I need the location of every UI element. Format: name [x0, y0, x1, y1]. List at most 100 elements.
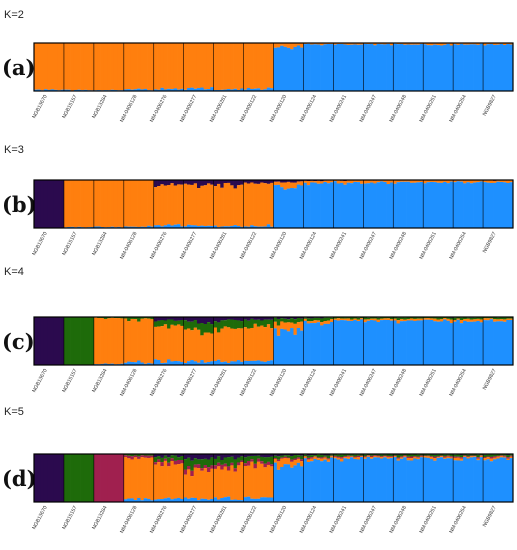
bar-segment-p1-NM-0406128-i4-c1 — [133, 43, 138, 90]
bar-segment-p2-NM-0406122-i9-c1 — [270, 180, 274, 183]
bar-segment-p4-NM-0406128-i5-c2 — [137, 454, 141, 457]
bar-segment-p4-NM-0406120-i4-c2 — [283, 455, 288, 457]
bar-segment-p3-NM-0406281-i8-c1 — [236, 317, 241, 321]
bar-segment-p2-NM-0406128-i1-c2 — [123, 180, 128, 227]
bar-segment-p3-NM-0406254-i2-c4 — [456, 319, 461, 366]
bar-segment-p3-NGB9827-i1-c2 — [483, 317, 487, 319]
bar-segment-p4-NM-0406248-i8-c5 — [416, 459, 421, 503]
bar-segment-p4-NM-0406122-i4-c1 — [253, 454, 258, 456]
bar-segment-p4-NM-0406120-i1-c1 — [273, 454, 278, 456]
bar-segment-p4-NM-0406128-i5-c5 — [137, 497, 141, 503]
bar-segment-p4-NM-0406254-i3-c2 — [459, 454, 464, 458]
bar-segment-p2-NM-0406122-i5-c2 — [256, 183, 261, 227]
bar-segment-p1-NGB15157-i5-c2 — [77, 89, 81, 92]
bar-segment-p3-NM-0406247-i7-c4 — [383, 319, 387, 366]
bar-segment-p3-NGB9827-i7-c3 — [503, 319, 507, 322]
bar-segment-p2-NM-0406281-i8-c2 — [236, 185, 241, 226]
bar-segment-p3-NM-0406277-i2-c2 — [187, 321, 191, 329]
bar-segment-p3-NM-0406251-i3-c4 — [429, 319, 434, 366]
bar-segment-p1-NM-0406281-i3-c1 — [220, 43, 224, 90]
bar-segment-p3-NM-0406248-i9-c3 — [419, 318, 424, 321]
bar-segment-p1-NM-0406247-i5-c2 — [376, 43, 381, 92]
bar-segment-p2-NM-0406251-i4-c2 — [433, 180, 437, 183]
bar-segment-p4-NM-0406128-i4-c4 — [133, 457, 138, 501]
bar-segment-p4-NM-0406276-i7-c2 — [173, 455, 178, 461]
bar-segment-p2-NM-0406281-i3-c1 — [220, 180, 224, 188]
bar-segment-p1-NM-0406276-i4-c1 — [163, 43, 168, 90]
bar-segment-p4-NM-0406247-i3-c5 — [369, 458, 374, 503]
bar-segment-p1-NM-0406251-i8-c2 — [446, 43, 451, 92]
bar-segment-p3-NM-0406120-i4-c4 — [283, 329, 288, 366]
bar-segment-p3-NM-0406122-i9-c3 — [270, 328, 274, 361]
bar-segment-p3-NGB9827-i1-c4 — [483, 320, 487, 366]
bar-segment-p3-NM-0406276-i5-c1 — [167, 317, 171, 320]
bar-segment-p3-NGB15157-i4-c2 — [73, 317, 78, 366]
bar-segment-p3-NGB15157-i8-c2 — [87, 317, 91, 366]
bar-segment-p1-NM-0406276-i1-c1 — [153, 43, 158, 90]
bar-segment-p4-NM-0406254-i3-c5 — [459, 460, 464, 503]
bar-segment-p1-NGB9827-i2-c1 — [486, 43, 491, 45]
bar-segment-p3-NGB13670-i7-c1 — [53, 317, 58, 366]
bar-segment-p4-NM-0406124-i2-c3 — [306, 457, 311, 460]
bar-segment-p3-NM-0406128-i9-c4 — [150, 363, 155, 366]
bar-segment-p4-NM-0406277-i8-c3 — [206, 467, 211, 473]
bar-segment-p4-NM-0406241-i6-c4 — [350, 456, 354, 458]
bar-segment-p4-NM-0406120-i2-c5 — [276, 469, 281, 503]
bar-segment-p4-NM-0406251-i1-c3 — [423, 455, 427, 457]
bar-segment-p2-NM-0406248-i6-c2 — [409, 180, 414, 183]
bar-segment-p2-NM-0406251-i3-c2 — [429, 180, 434, 183]
bar-segment-p3-NM-0406241-i1-c4 — [333, 319, 338, 366]
x-tick-label-p2-NM-0406247: NM-0406247 — [359, 231, 378, 260]
bar-segment-p3-NM-0406254-i1-c3 — [453, 320, 457, 322]
bar-segment-p2-NM-0406276-i7-c3 — [173, 224, 178, 229]
bar-segment-p1-NGB9827-i1-c1 — [483, 43, 487, 46]
bar-segment-p3-NM-0406276-i4-c1 — [163, 317, 168, 321]
bar-segment-p4-NM-0406122-i3-c2 — [250, 455, 254, 460]
bar-segment-p4-NM-0406124-i6-c5 — [320, 461, 324, 503]
bar-segment-p2-NM-0406124-i6-c2 — [320, 181, 324, 184]
bar-segment-p3-NM-0406277-i8-c2 — [206, 322, 211, 333]
bar-segment-p3-NM-0406124-i2-c3 — [306, 321, 311, 324]
x-tick-label-p3-NM-0406276: NM-0406276 — [149, 368, 168, 397]
bar-segment-p4-NM-0406124-i1-c4 — [303, 456, 308, 459]
bar-segment-p3-NM-0406122-i8-c2 — [266, 319, 271, 325]
bar-segment-p2-NM-0406254-i8-c3 — [476, 182, 481, 229]
x-tick-label-p3-NM-0406248: NM-0406248 — [389, 368, 408, 397]
bar-segment-p3-NM-0406276-i2-c3 — [157, 326, 161, 361]
bar-segment-p4-NM-0406276-i1-c2 — [153, 457, 158, 463]
bar-segment-p3-NM-0406277-i7-c2 — [203, 323, 208, 333]
bar-segment-p2-NM-0406254-i3-c2 — [459, 180, 464, 182]
bar-segment-p4-NM-0406248-i3-c3 — [399, 456, 404, 458]
bar-segment-p2-NM-0406277-i6-c3 — [200, 225, 204, 229]
bar-segment-p4-NGB9827-i2-c4 — [486, 457, 491, 460]
bar-segment-p4-NM-0406277-i7-c5 — [203, 498, 208, 503]
bar-segment-p1-NM-0406248-i5-c2 — [406, 44, 411, 92]
bar-segment-p4-NM-0406254-i5-c5 — [466, 458, 471, 503]
bar-segment-p4-NM-0406254-i9-c3 — [479, 455, 484, 456]
bar-segment-p1-NM-0406124-i2-c2 — [306, 43, 311, 92]
bar-segment-p3-NM-0406247-i4-c3 — [373, 318, 377, 321]
bar-segment-p3-NM-0406281-i2-c2 — [216, 322, 221, 333]
x-tick-label-p4-NM-0406248: NM-0406248 — [389, 505, 408, 534]
bar-segment-p2-NM-0406276-i5-c3 — [167, 224, 171, 229]
bar-segment-p3-NM-0406248-i2-c2 — [396, 317, 401, 321]
bar-segment-p4-NM-0406128-i6-c3 — [140, 455, 145, 458]
bar-segment-p3-NM-0406122-i1-c2 — [243, 319, 248, 328]
bar-segment-p4-NM-0406254-i6-c2 — [469, 454, 474, 456]
bar-segment-p1-NM-0406128-i1-c1 — [123, 43, 128, 90]
bar-segment-p3-NGB13284-i4-c4 — [103, 363, 108, 366]
bar-segment-p3-NM-0406124-i3-c4 — [310, 323, 314, 366]
bar-segment-p4-NM-0406124-i2-c1 — [306, 454, 311, 456]
bar-segment-p4-NM-0406122-i8-c4 — [266, 464, 271, 498]
bar-segment-p4-NM-0406251-i2-c2 — [426, 454, 431, 456]
bar-segment-p4-NM-0406122-i6-c5 — [260, 497, 264, 503]
bar-segment-p3-NM-0406248-i4-c2 — [403, 317, 407, 320]
bar-segment-p3-NM-0406248-i4-c3 — [403, 319, 407, 322]
bar-segment-p2-NM-0406248-i2-c2 — [396, 180, 401, 183]
bar-segment-p4-NM-0406277-i4-c2 — [193, 458, 198, 465]
x-tick-label-p4-NM-0406122: NM-0406122 — [239, 505, 258, 534]
bar-segment-p2-NM-0406248-i4-c2 — [403, 180, 407, 182]
bar-segment-p4-NM-0406122-i4-c4 — [253, 468, 258, 499]
bar-segment-p4-NM-0406277-i4-c3 — [193, 464, 198, 468]
bar-segment-p3-NM-0406247-i5-c4 — [376, 322, 381, 366]
